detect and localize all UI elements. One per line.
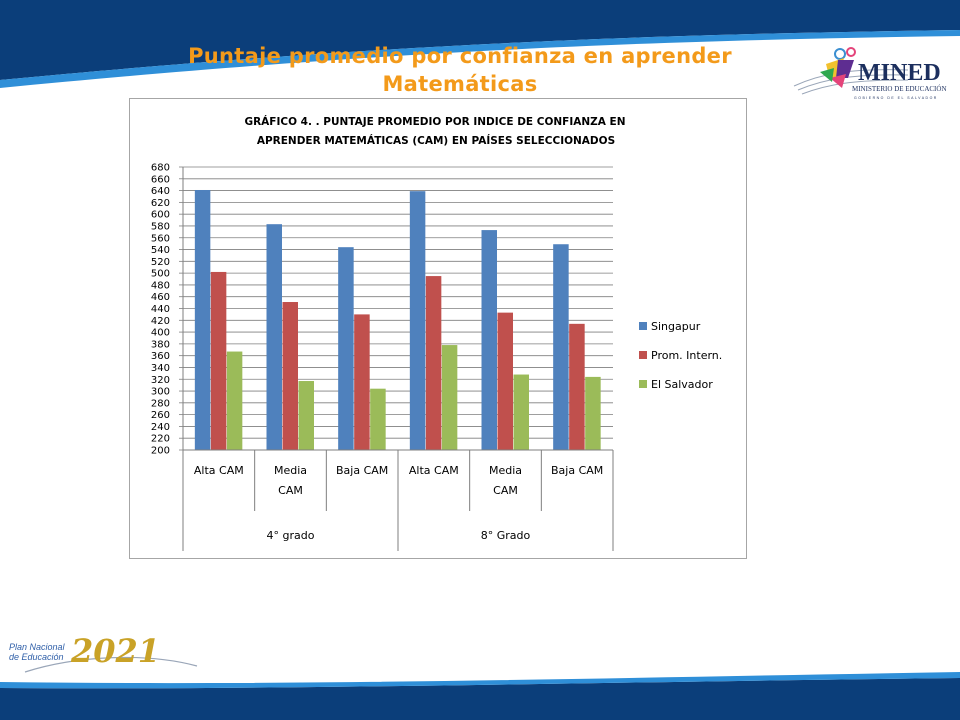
y-tick-label: 440	[151, 304, 170, 315]
y-tick-label: 220	[151, 434, 170, 445]
legend-label: Prom. Intern.	[651, 349, 722, 362]
x-category-label: CAM	[278, 484, 303, 497]
slide-title: Puntaje promedio por confianza en aprend…	[140, 42, 780, 98]
slide-title-line1: Puntaje promedio por confianza en aprend…	[188, 44, 732, 68]
bar-singapur-3	[409, 191, 426, 450]
slide-title-line2: Matemáticas	[382, 72, 538, 96]
plan-line1: Plan Nacional	[9, 642, 66, 652]
mined-subtitle: MINISTERIO DE EDUCACIÓN	[852, 85, 947, 93]
plan-line2: de Educación	[9, 652, 64, 662]
y-tick-label: 240	[151, 422, 170, 433]
x-category-label: Alta CAM	[409, 464, 459, 477]
bar-singapur-1	[266, 224, 282, 450]
x-category-label: Media	[489, 464, 522, 477]
legend-label: Singapur	[651, 320, 701, 333]
bar-prom-intern--1	[282, 302, 298, 450]
bar-prom-intern--0	[210, 271, 227, 450]
bar-singapur-4	[481, 230, 497, 450]
y-tick-label: 600	[151, 210, 170, 221]
y-tick-label: 340	[151, 363, 170, 374]
bar-el-salvador-2	[370, 388, 386, 450]
plan-year: 2021	[70, 632, 160, 670]
bar-el-salvador-4	[513, 374, 529, 450]
y-tick-label: 380	[151, 339, 170, 350]
mined-tagline: GOBIERNO DE EL SALVADOR	[854, 96, 938, 100]
bar-prom-intern--3	[425, 276, 442, 450]
y-tick-label: 580	[151, 221, 170, 232]
y-tick-label: 680	[151, 163, 170, 174]
x-category-label: Media	[274, 464, 307, 477]
legend-swatch	[639, 351, 647, 359]
y-tick-label: 420	[151, 316, 170, 327]
chart-title-line2: APRENDER MATEMÁTICAS (CAM) EN PAÍSES SEL…	[257, 134, 615, 147]
y-tick-label: 320	[151, 375, 170, 386]
chart-title-line1: GRÁFICO 4. . PUNTAJE PROMEDIO POR INDICE…	[244, 115, 625, 128]
mined-name: MINED	[858, 60, 941, 86]
x-category-label: CAM	[493, 484, 518, 497]
legend-swatch	[639, 322, 647, 330]
y-tick-label: 540	[151, 245, 170, 256]
footer-band	[0, 672, 960, 720]
y-tick-label: 660	[151, 174, 170, 185]
header-band	[0, 0, 960, 88]
bar-singapur-2	[338, 247, 354, 450]
bar-prom-intern--4	[497, 312, 513, 450]
y-tick-label: 360	[151, 351, 170, 362]
bar-el-salvador-3	[441, 345, 458, 450]
y-tick-label: 500	[151, 269, 170, 280]
y-tick-label: 520	[151, 257, 170, 268]
y-tick-label: 620	[151, 198, 170, 209]
x-group-label: 8° Grado	[481, 529, 531, 542]
x-category-label: Baja CAM	[336, 464, 388, 477]
bar-el-salvador-5	[585, 376, 601, 450]
bar-chart: GRÁFICO 4. . PUNTAJE PROMEDIO POR INDICE…	[151, 115, 722, 551]
y-tick-label: 560	[151, 233, 170, 244]
x-category-label: Baja CAM	[551, 464, 603, 477]
y-tick-label: 460	[151, 292, 170, 303]
plan-nacional-logo: Plan Nacional de Educación 2021	[9, 632, 198, 673]
y-tick-label: 400	[151, 328, 170, 339]
mined-logo: MINED MINISTERIO DE EDUCACIÓN GOBIERNO D…	[793, 47, 947, 100]
y-tick-label: 480	[151, 280, 170, 291]
y-tick-label: 640	[151, 186, 170, 197]
y-tick-label: 300	[151, 387, 170, 398]
x-category-label: Alta CAM	[194, 464, 244, 477]
bar-el-salvador-1	[298, 381, 314, 450]
y-tick-label: 200	[151, 446, 170, 457]
legend-label: El Salvador	[651, 378, 713, 391]
bar-singapur-5	[553, 244, 569, 450]
bar-singapur-0	[194, 189, 211, 450]
bar-prom-intern--5	[569, 323, 585, 450]
x-group-label: 4° grado	[267, 529, 315, 542]
y-tick-label: 280	[151, 398, 170, 409]
chart-panel: GRÁFICO 4. . PUNTAJE PROMEDIO POR INDICE…	[129, 98, 747, 559]
legend-swatch	[639, 380, 647, 388]
y-tick-label: 260	[151, 410, 170, 421]
bar-el-salvador-0	[226, 351, 243, 450]
bar-prom-intern--2	[354, 314, 370, 450]
